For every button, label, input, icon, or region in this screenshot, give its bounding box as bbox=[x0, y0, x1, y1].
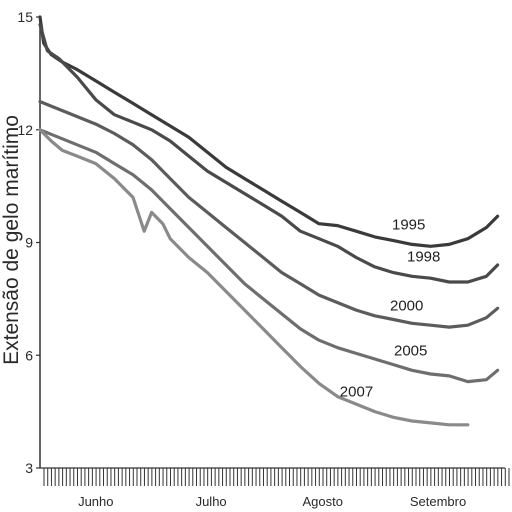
x-month-label: Agosto bbox=[302, 494, 342, 509]
x-month-label: Julho bbox=[196, 494, 227, 509]
y-tick-label-12: 12 bbox=[17, 122, 33, 138]
y-tick-label-15: 15 bbox=[17, 9, 33, 25]
series-labels: 1995 1998 2000 2005 2007 bbox=[340, 216, 441, 400]
y-axis-label: Extensão de gelo marítimo bbox=[0, 115, 23, 365]
x-month-label: Setembro bbox=[410, 494, 466, 509]
y-tick-label-6: 6 bbox=[25, 347, 33, 363]
y-tick-label-9: 9 bbox=[25, 235, 33, 251]
series-line-2000 bbox=[38, 100, 500, 329]
y-tick-label-3: 3 bbox=[25, 460, 33, 476]
series-label-2000: 2000 bbox=[390, 297, 423, 314]
series-label-1995: 1995 bbox=[392, 216, 425, 233]
series-line-2007 bbox=[38, 128, 470, 427]
series-lines bbox=[38, 15, 500, 427]
series-line-2005 bbox=[38, 128, 500, 384]
series-label-2007: 2007 bbox=[340, 384, 373, 401]
x-month-label: Junho bbox=[78, 494, 113, 509]
series-line-1995 bbox=[38, 15, 500, 248]
series-label-1998: 1998 bbox=[407, 248, 440, 265]
series-label-2005: 2005 bbox=[394, 342, 427, 359]
y-axis: 3 6 9 12 15 bbox=[17, 9, 41, 476]
series-line-1998 bbox=[38, 22, 500, 284]
x-axis: Junho Julho Agosto Setembro bbox=[40, 467, 510, 509]
